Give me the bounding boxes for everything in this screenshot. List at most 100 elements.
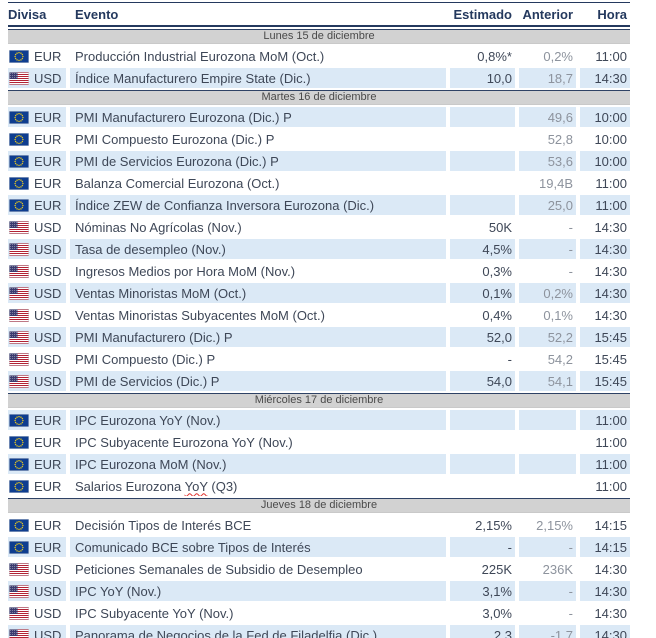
event-name: Balanza Comercial Eurozona (Oct.)	[66, 171, 446, 193]
time-value: 10:00	[576, 149, 630, 171]
currency-code: EUR	[34, 153, 62, 169]
us-flag-icon	[9, 242, 29, 256]
event-name: Salarios Eurozona YoY (Q3)	[66, 474, 446, 496]
currency-code: EUR	[34, 131, 62, 147]
time-value: 14:30	[576, 215, 630, 237]
previous-value: 2,15%	[515, 513, 576, 535]
economic-calendar-table: Divisa Evento Estimado Anterior Hora Lun…	[8, 2, 630, 638]
previous-value: 236K	[515, 557, 576, 579]
time-value: 15:45	[576, 325, 630, 347]
event-name: Índice Manufacturero Empire State (Dic.)	[66, 66, 446, 88]
us-flag-icon	[9, 584, 29, 598]
estimate-value: 0,8%*	[446, 44, 515, 66]
estimate-value: 3,1%	[446, 579, 515, 601]
time-value: 11:00	[576, 430, 630, 452]
time-value: 14:15	[576, 535, 630, 557]
previous-value: -	[515, 237, 576, 259]
estimate-value: 54,0	[446, 369, 515, 391]
eu-flag-icon	[9, 479, 29, 493]
time-value: 15:45	[576, 369, 630, 391]
event-name: Decisión Tipos de Interés BCE	[66, 513, 446, 535]
currency-code: USD	[34, 241, 62, 257]
previous-value: -	[515, 601, 576, 623]
previous-value: 54,2	[515, 347, 576, 369]
estimate-value: 2,15%	[446, 513, 515, 535]
time-value: 11:00	[576, 474, 630, 496]
date-band-row: Jueves 18 de diciembre	[8, 496, 630, 513]
us-flag-icon	[9, 374, 29, 388]
currency-cell: EUR	[8, 535, 66, 557]
previous-value	[515, 452, 576, 474]
date-band-row: Martes 16 de diciembre	[8, 88, 630, 105]
spellcheck-underlined-word: YoY	[184, 478, 208, 494]
estimate-value	[446, 193, 515, 215]
calendar-body: Lunes 15 de diciembre EUR Producción Indus…	[8, 27, 630, 638]
currency-cell: USD	[8, 303, 66, 325]
time-value: 10:00	[576, 105, 630, 127]
time-value: 11:00	[576, 44, 630, 66]
currency-code: USD	[34, 285, 62, 301]
time-value: 14:30	[576, 579, 630, 601]
event-name: Peticiones Semanales de Subsidio de Dese…	[66, 557, 446, 579]
time-value: 15:45	[576, 347, 630, 369]
event-row: EUR PMI Manufacturero Eurozona (Dic.) P 49…	[8, 105, 630, 127]
event-row: USD PMI Manufacturero (Dic.) P 52,0 52,2 15:…	[8, 325, 630, 347]
previous-value: -1,7	[515, 623, 576, 638]
event-row: USD Tasa de desempleo (Nov.) 4,5% -14:30	[8, 237, 630, 259]
time-value: 14:30	[576, 66, 630, 88]
estimate-value	[446, 149, 515, 171]
header-row: Divisa Evento Estimado Anterior Hora	[8, 3, 630, 27]
event-row: USD Panorama de Negocios de la Fed de Fil…	[8, 623, 630, 638]
event-row: EUR Salarios Eurozona YoY (Q3) 11:00	[8, 474, 630, 496]
time-value: 11:00	[576, 193, 630, 215]
time-value: 14:30	[576, 303, 630, 325]
estimate-value: 0,4%	[446, 303, 515, 325]
date-band-label: Miércoles 17 de diciembre	[8, 393, 630, 408]
previous-value: 18,7	[515, 66, 576, 88]
estimate-value: 2,3	[446, 623, 515, 638]
time-value: 14:15	[576, 513, 630, 535]
currency-code: EUR	[34, 412, 62, 428]
estimate-value: -	[446, 347, 515, 369]
estimate-value: 3,0%	[446, 601, 515, 623]
event-row: EUR PMI de Servicios Eurozona (Dic.) P 53,…	[8, 149, 630, 171]
currency-code: USD	[34, 70, 62, 86]
previous-value	[515, 474, 576, 496]
previous-value: 52,8	[515, 127, 576, 149]
us-flag-icon	[9, 264, 29, 278]
column-header-anterior: Anterior	[515, 3, 576, 27]
time-value: 14:30	[576, 601, 630, 623]
currency-cell: EUR	[8, 44, 66, 66]
event-row: USD IPC Subyacente YoY (Nov.) 3,0% -14:30	[8, 601, 630, 623]
eu-flag-icon	[9, 176, 29, 190]
time-value: 14:30	[576, 281, 630, 303]
us-flag-icon	[9, 71, 29, 85]
column-header-divisa: Divisa	[8, 3, 66, 27]
event-row: EUR Producción Industrial Eurozona MoM (O…	[8, 44, 630, 66]
estimate-value: 52,0	[446, 325, 515, 347]
estimate-value	[446, 452, 515, 474]
currency-code: EUR	[34, 434, 62, 450]
time-value: 14:30	[576, 259, 630, 281]
currency-cell: USD	[8, 325, 66, 347]
currency-cell: EUR	[8, 193, 66, 215]
previous-value: 0,2%	[515, 281, 576, 303]
currency-cell: USD	[8, 259, 66, 281]
event-name: Nóminas No Agrícolas (Nov.)	[66, 215, 446, 237]
column-header-hora: Hora	[576, 3, 630, 27]
currency-cell: USD	[8, 215, 66, 237]
currency-code: EUR	[34, 109, 62, 125]
event-name: PMI Compuesto Eurozona (Dic.) P	[66, 127, 446, 149]
previous-value: 0,2%	[515, 44, 576, 66]
event-row: USD Ventas Minoristas Subyacentes MoM (Oc…	[8, 303, 630, 325]
us-flag-icon	[9, 628, 29, 638]
previous-value	[515, 430, 576, 452]
event-row: EUR Balanza Comercial Eurozona (Oct.) 19,4…	[8, 171, 630, 193]
column-header-evento: Evento	[66, 3, 446, 27]
event-row: EUR Índice ZEW de Confianza Inversora Eur…	[8, 193, 630, 215]
currency-code: USD	[34, 583, 62, 599]
eu-flag-icon	[9, 540, 29, 554]
currency-code: USD	[34, 373, 62, 389]
estimate-value: 0,1%	[446, 281, 515, 303]
